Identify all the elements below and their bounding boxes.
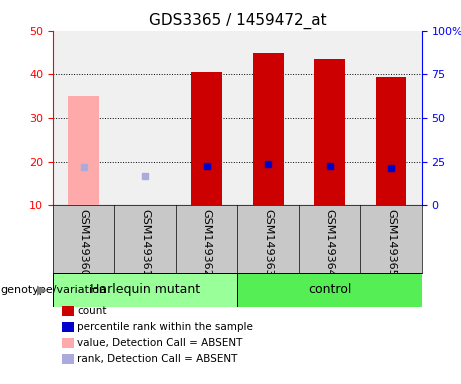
Bar	[53, 273, 237, 307]
Text: ▶: ▶	[36, 283, 46, 296]
Text: GSM149363: GSM149363	[263, 209, 273, 276]
Text: GSM149364: GSM149364	[325, 209, 335, 276]
Text: control: control	[308, 283, 351, 296]
Bar	[68, 96, 99, 205]
Bar	[376, 76, 407, 205]
Bar	[191, 72, 222, 205]
Text: value, Detection Call = ABSENT: value, Detection Call = ABSENT	[77, 338, 242, 348]
Text: rank, Detection Call = ABSENT: rank, Detection Call = ABSENT	[77, 354, 237, 364]
Text: GSM149361: GSM149361	[140, 209, 150, 276]
Bar	[237, 273, 422, 307]
Text: GSM149362: GSM149362	[201, 209, 212, 276]
Text: count: count	[77, 306, 106, 316]
Title: GDS3365 / 1459472_at: GDS3365 / 1459472_at	[148, 13, 326, 29]
Text: genotype/variation: genotype/variation	[0, 285, 106, 295]
Text: percentile rank within the sample: percentile rank within the sample	[77, 322, 253, 332]
Text: GSM149365: GSM149365	[386, 209, 396, 276]
Text: Harlequin mutant: Harlequin mutant	[90, 283, 200, 296]
Bar	[314, 59, 345, 205]
Text: GSM149360: GSM149360	[79, 209, 89, 276]
Bar	[253, 53, 284, 205]
